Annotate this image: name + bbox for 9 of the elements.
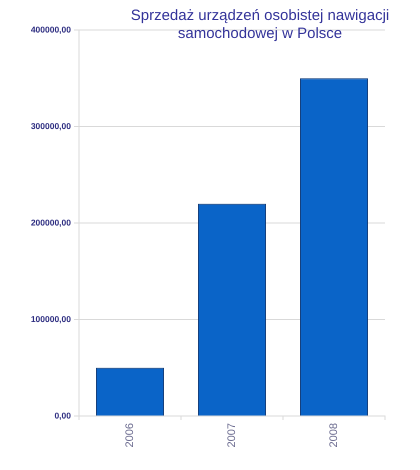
x-tick-label: 2007 bbox=[226, 423, 238, 448]
y-tick-label: 400000,00 bbox=[30, 24, 72, 34]
y-tick-label: 300000,00 bbox=[30, 120, 72, 131]
x-tick-label: 2006 bbox=[124, 423, 136, 448]
y-tick-label: 100000,00 bbox=[30, 314, 72, 324]
chart-title: Sprzedaż urządzeń osobistej nawigacji samochodowej w Polsce bbox=[130, 7, 390, 43]
y-tick-label: 200000,00 bbox=[30, 217, 72, 228]
y-tick-label: 0,00 bbox=[54, 410, 72, 420]
x-tick-label: 2008 bbox=[328, 423, 340, 448]
